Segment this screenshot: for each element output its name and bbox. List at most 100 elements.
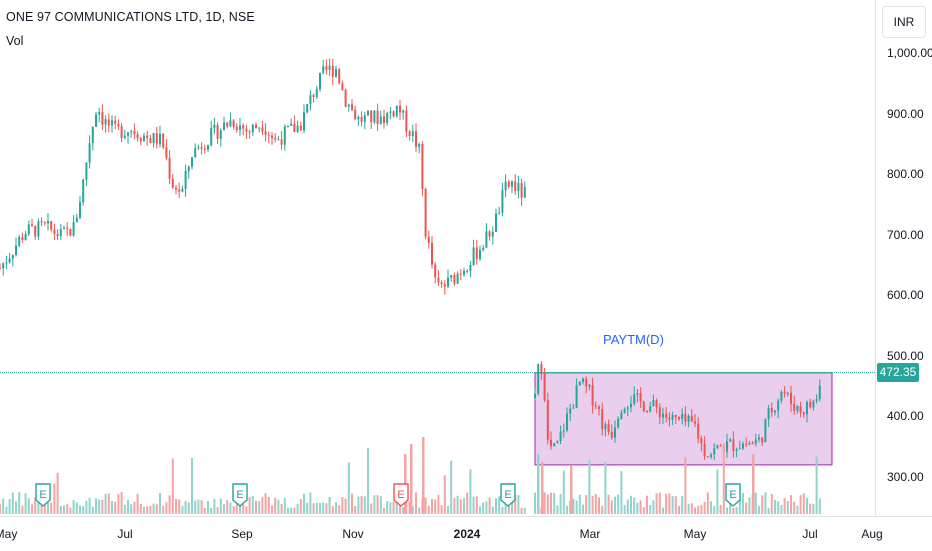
candle-body bbox=[475, 247, 478, 259]
volume-bar bbox=[523, 507, 526, 514]
candle-body bbox=[309, 95, 312, 105]
candle-body bbox=[697, 423, 700, 439]
price-axis[interactable] bbox=[875, 0, 932, 516]
volume-bar bbox=[267, 496, 270, 514]
volume-bar bbox=[716, 469, 719, 514]
candle-body bbox=[267, 134, 270, 136]
volume-bar bbox=[290, 507, 293, 514]
candle-body bbox=[710, 454, 712, 458]
volume-bar bbox=[732, 507, 735, 514]
earnings-marker[interactable]: E bbox=[35, 483, 51, 507]
volume-bar bbox=[578, 494, 581, 514]
candle-body bbox=[523, 187, 526, 198]
currency-button[interactable]: INR bbox=[882, 6, 926, 38]
volume-bar bbox=[117, 493, 120, 514]
earnings-marker[interactable]: E bbox=[232, 483, 248, 507]
volume-bar bbox=[40, 503, 43, 514]
volume-bar bbox=[309, 492, 312, 514]
volume-bar bbox=[684, 457, 687, 514]
chart-plot-area[interactable]: E E E E E PAYTM(D) bbox=[0, 0, 875, 516]
volume-bar bbox=[706, 492, 709, 514]
candle-body bbox=[674, 414, 677, 418]
candle-body bbox=[764, 419, 767, 443]
candle-body bbox=[447, 277, 449, 287]
candle-body bbox=[357, 116, 360, 120]
volume-bar bbox=[213, 498, 216, 514]
candle-body bbox=[63, 227, 65, 230]
candle-body bbox=[588, 384, 591, 387]
candle-body bbox=[123, 135, 126, 139]
candle-body bbox=[0, 268, 1, 270]
candle-body bbox=[395, 105, 398, 117]
volume-bar bbox=[610, 500, 613, 514]
volume-bar bbox=[293, 507, 296, 514]
volume-bar bbox=[678, 506, 680, 514]
volume-bar bbox=[431, 498, 433, 514]
candle-body bbox=[389, 111, 392, 113]
candle-body bbox=[639, 393, 642, 402]
volume-bar bbox=[591, 495, 594, 514]
volume-bar bbox=[543, 492, 546, 514]
volume-bar bbox=[815, 456, 818, 514]
volume-bar bbox=[588, 459, 591, 514]
volume-bar bbox=[239, 502, 241, 514]
volume-bar bbox=[392, 501, 395, 514]
volume-bar bbox=[469, 469, 472, 514]
candle-body bbox=[111, 120, 113, 126]
candle-body bbox=[694, 421, 696, 424]
candle-body bbox=[178, 189, 181, 192]
volume-bar bbox=[242, 503, 245, 514]
candle-body bbox=[729, 439, 732, 442]
volume-bar bbox=[223, 504, 225, 514]
volume-bar bbox=[123, 504, 126, 514]
candle-body bbox=[812, 400, 815, 408]
x-tick-label: May bbox=[683, 527, 707, 541]
candle-body bbox=[703, 443, 706, 457]
volume-bar bbox=[146, 506, 149, 514]
earnings-marker-shape bbox=[232, 483, 248, 507]
volume-bar bbox=[203, 507, 206, 514]
earnings-marker[interactable]: E bbox=[725, 483, 741, 507]
candle-body bbox=[181, 188, 184, 192]
candle-body bbox=[443, 284, 446, 287]
candle-body bbox=[79, 202, 81, 218]
candle-body bbox=[11, 254, 14, 259]
earnings-marker[interactable]: E bbox=[393, 483, 409, 507]
volume-bar bbox=[75, 502, 78, 514]
volume-bar bbox=[585, 495, 588, 514]
x-tick-label: 2024 bbox=[453, 527, 481, 541]
candle-body bbox=[91, 126, 94, 144]
volume-bar bbox=[226, 500, 229, 514]
volume-spike bbox=[541, 462, 544, 514]
volume-bar bbox=[475, 496, 478, 514]
volume-bar bbox=[434, 499, 437, 514]
volume-bar bbox=[700, 504, 703, 514]
candle-body bbox=[2, 263, 5, 269]
volume-bar bbox=[283, 497, 286, 514]
volume-bar bbox=[652, 500, 655, 514]
volume-bar bbox=[402, 506, 405, 514]
candle-body bbox=[630, 403, 632, 408]
volume-bar bbox=[598, 497, 600, 514]
candle-body bbox=[155, 133, 158, 145]
earnings-marker-label: E bbox=[236, 489, 243, 501]
volume-bar bbox=[553, 493, 556, 514]
earnings-marker[interactable]: E bbox=[500, 483, 516, 507]
candle-body bbox=[229, 120, 232, 127]
earnings-marker-label: E bbox=[504, 489, 511, 501]
volume-bar bbox=[534, 492, 536, 514]
candle-body bbox=[790, 392, 792, 404]
time-axis[interactable] bbox=[0, 516, 932, 551]
candle-body bbox=[700, 438, 703, 444]
candle-body bbox=[15, 245, 17, 255]
volume-bar bbox=[437, 494, 440, 514]
volume-bar bbox=[582, 504, 584, 514]
volume-bar bbox=[24, 493, 27, 514]
volume-bar bbox=[482, 502, 485, 514]
candle-body bbox=[280, 139, 283, 145]
candle-body bbox=[379, 116, 382, 124]
volume-bar bbox=[127, 499, 129, 514]
candle-body bbox=[440, 282, 443, 285]
volume-bar bbox=[338, 505, 341, 514]
